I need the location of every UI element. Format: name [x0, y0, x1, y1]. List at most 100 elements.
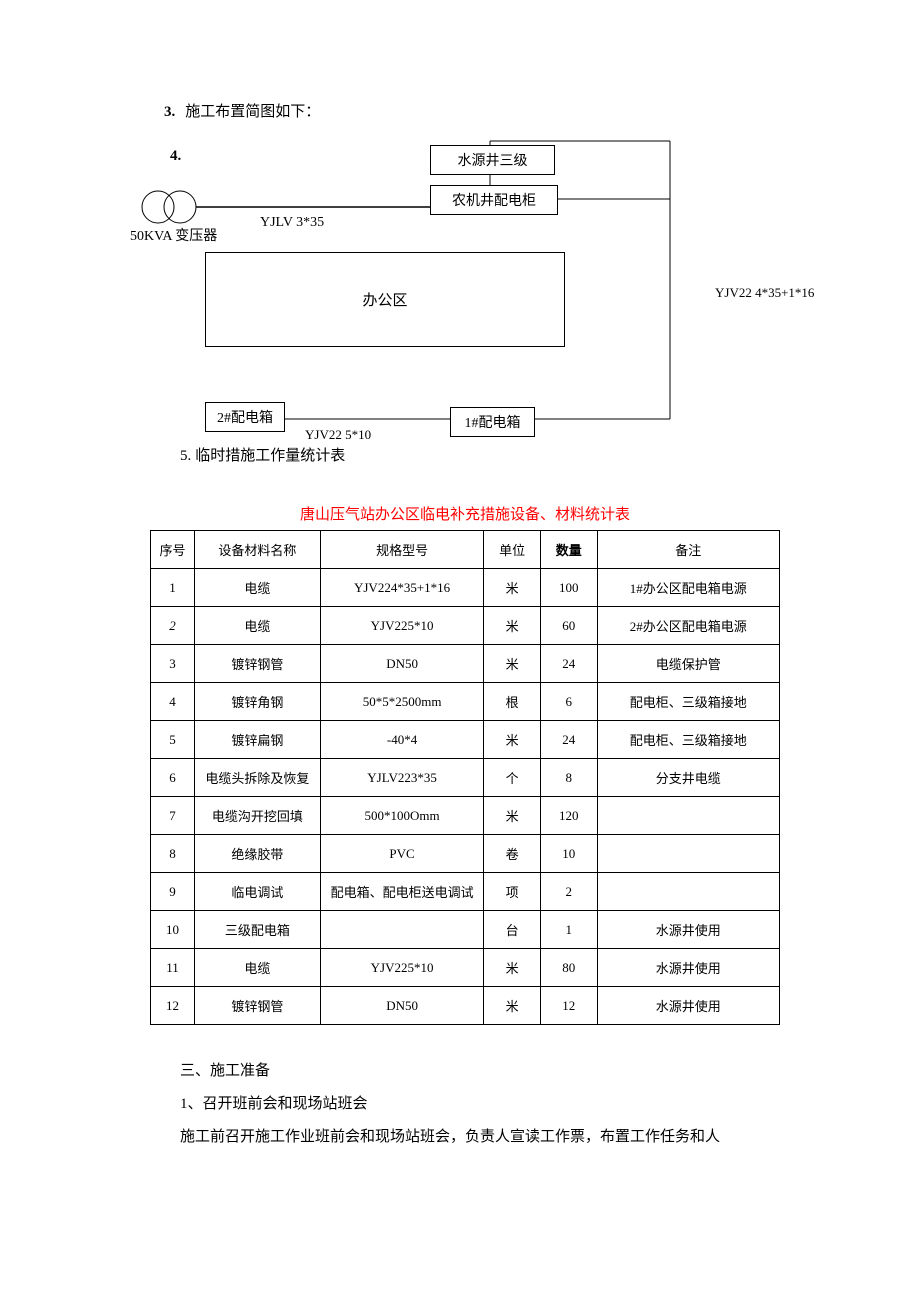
- table-cell: 个: [484, 759, 541, 797]
- table-cell: 三级配电箱: [195, 911, 321, 949]
- table-row: 10三级配电箱台1水源井使用: [151, 911, 780, 949]
- table-cell: 项: [484, 873, 541, 911]
- table-cell: 2#办公区配电箱电源: [597, 607, 779, 645]
- table-cell: 8: [540, 759, 597, 797]
- table-row: 11电缆YJV225*10米80水源井使用: [151, 949, 780, 987]
- th-seq: 序号: [151, 531, 195, 569]
- caption-5: 5.临时措施工作量统计表: [150, 444, 780, 465]
- table-cell: [320, 911, 484, 949]
- table-cell: 8: [151, 835, 195, 873]
- box-office-area: 办公区: [205, 252, 565, 347]
- table-row: 8绝缘胶带PVC卷10: [151, 835, 780, 873]
- table-cell: DN50: [320, 987, 484, 1025]
- table-cell: 80: [540, 949, 597, 987]
- table-title: 唐山压气站办公区临电补充措施设备、材料统计表: [150, 503, 780, 524]
- table-cell: 镀锌钢管: [195, 645, 321, 683]
- table-cell: 电缆保护管: [597, 645, 779, 683]
- body-text-section: 三、施工准备 1、召开班前会和现场站班会 施工前召开施工作业班前会和现场站班会，…: [150, 1055, 780, 1154]
- num-3: 3.: [164, 104, 175, 120]
- table-cell: 10: [540, 835, 597, 873]
- table-row: 12镀锌钢管DN50米12水源井使用: [151, 987, 780, 1025]
- table-cell: 3: [151, 645, 195, 683]
- table-cell: 米: [484, 797, 541, 835]
- table-row: 9临电调试配电箱、配电柜送电调试项2: [151, 873, 780, 911]
- th-qty: 数量: [540, 531, 597, 569]
- table-cell: 1#办公区配电箱电源: [597, 569, 779, 607]
- table-cell: 100: [540, 569, 597, 607]
- num-5: 5.: [180, 448, 191, 464]
- table-cell: 12: [151, 987, 195, 1025]
- table-cell: [597, 835, 779, 873]
- table-cell: 60: [540, 607, 597, 645]
- table-cell: 配电箱、配电柜送电调试: [320, 873, 484, 911]
- table-cell: 9: [151, 873, 195, 911]
- table-cell: 米: [484, 949, 541, 987]
- table-cell: PVC: [320, 835, 484, 873]
- table-cell: 电缆头拆除及恢复: [195, 759, 321, 797]
- table-cell: 50*5*2500mm: [320, 683, 484, 721]
- table-cell: [597, 797, 779, 835]
- body-para: 施工前召开施工作业班前会和现场站班会，负责人宣读工作票，布置工作任务和人: [150, 1121, 780, 1154]
- table-cell: 镀锌钢管: [195, 987, 321, 1025]
- label-transformer: 50KVA 变压器: [130, 225, 217, 245]
- box-pdb2: 2#配电箱: [205, 402, 285, 432]
- table-cell: YJV225*10: [320, 607, 484, 645]
- table-cell: YJV225*10: [320, 949, 484, 987]
- box-water-well: 水源井三级: [430, 145, 555, 175]
- table-cell: 7: [151, 797, 195, 835]
- label-cable-left: YJLV 3*35: [260, 215, 324, 231]
- table-cell: 米: [484, 721, 541, 759]
- table-row: 1电缆YJV224*35+1*16米1001#办公区配电箱电源: [151, 569, 780, 607]
- heading-3: 三、施工准备: [150, 1055, 780, 1088]
- table-cell: DN50: [320, 645, 484, 683]
- table-cell: 1: [540, 911, 597, 949]
- table-cell: 配电柜、三级箱接地: [597, 721, 779, 759]
- table-cell: 米: [484, 607, 541, 645]
- table-cell: 5: [151, 721, 195, 759]
- table-cell: 临电调试: [195, 873, 321, 911]
- table-cell: 米: [484, 987, 541, 1025]
- text-3: 施工布置简图如下：: [185, 104, 320, 120]
- th-remark: 备注: [597, 531, 779, 569]
- table-cell: 1: [151, 569, 195, 607]
- label-cable-bottom: YJV22 5*10: [305, 427, 371, 443]
- table-cell: 米: [484, 569, 541, 607]
- label-cable-right: YJV22 4*35+1*16: [715, 285, 814, 301]
- table-row: 4镀锌角钢50*5*2500mm根6配电柜、三级箱接地: [151, 683, 780, 721]
- table-row: 2电缆YJV225*10米602#办公区配电箱电源: [151, 607, 780, 645]
- table-cell: 24: [540, 645, 597, 683]
- box-pdb1: 1#配电箱: [450, 407, 535, 437]
- table-cell: 电缆沟开挖回填: [195, 797, 321, 835]
- table-cell: 台: [484, 911, 541, 949]
- table-cell: -40*4: [320, 721, 484, 759]
- table-cell: [597, 873, 779, 911]
- table-row: 5镀锌扁钢-40*4米24配电柜、三级箱接地: [151, 721, 780, 759]
- section-3-heading: 3. 施工布置简图如下：: [150, 100, 780, 121]
- th-unit: 单位: [484, 531, 541, 569]
- table-cell: 6: [151, 759, 195, 797]
- table-cell: 4: [151, 683, 195, 721]
- layout-diagram: 水源井三级 农机井配电柜 办公区 2#配电箱 1#配电箱 50KVA 变压器 Y…: [140, 127, 860, 442]
- table-cell: 水源井使用: [597, 987, 779, 1025]
- table-header-row: 序号 设备材料名称 规格型号 单位 数量 备注: [151, 531, 780, 569]
- table-cell: 2: [540, 873, 597, 911]
- table-cell: 水源井使用: [597, 911, 779, 949]
- table-cell: 电缆: [195, 949, 321, 987]
- table-row: 6电缆头拆除及恢复YJLV223*35个8分支井电缆: [151, 759, 780, 797]
- table-cell: YJLV223*35: [320, 759, 484, 797]
- table-cell: 分支井电缆: [597, 759, 779, 797]
- table-cell: 绝缘胶带: [195, 835, 321, 873]
- table-cell: 水源井使用: [597, 949, 779, 987]
- table-cell: 24: [540, 721, 597, 759]
- table-cell: 配电柜、三级箱接地: [597, 683, 779, 721]
- table-cell: 2: [151, 607, 195, 645]
- table-cell: 6: [540, 683, 597, 721]
- table-cell: 米: [484, 645, 541, 683]
- th-spec: 规格型号: [320, 531, 484, 569]
- table-row: 7电缆沟开挖回填500*100Omm米120: [151, 797, 780, 835]
- table-cell: 镀锌扁钢: [195, 721, 321, 759]
- table-cell: 12: [540, 987, 597, 1025]
- table-row: 3镀锌钢管DN50米24电缆保护管: [151, 645, 780, 683]
- table-cell: 电缆: [195, 607, 321, 645]
- table-cell: 根: [484, 683, 541, 721]
